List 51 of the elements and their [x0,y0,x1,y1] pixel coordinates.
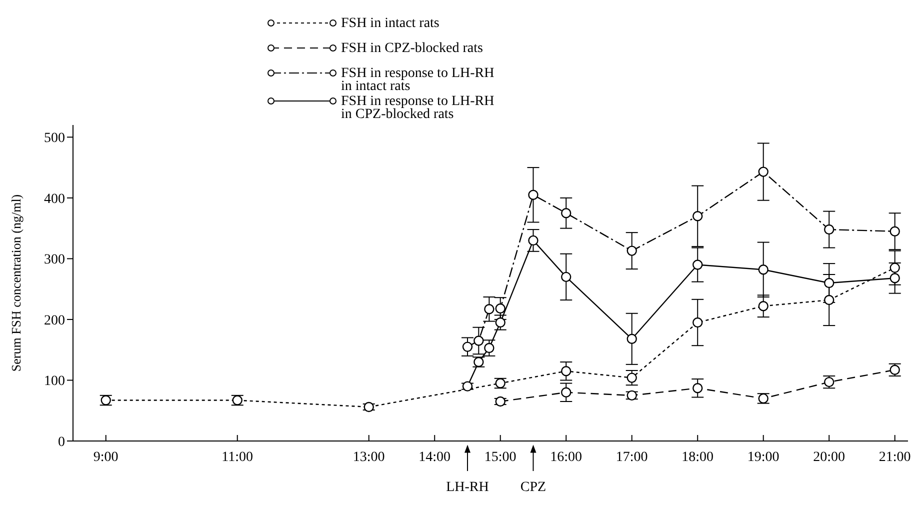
point [528,190,538,200]
point [758,300,768,312]
point [692,260,703,270]
point [890,226,900,236]
ref-line-label: CPZ [520,480,546,495]
y-tick-label: 300 [44,252,65,268]
y-axis-title: Serum FSH concentration (ng/ml) [8,194,24,372]
point [824,224,834,235]
point [824,294,834,306]
x-tick-label: 16:00 [550,450,582,465]
point [890,262,900,273]
x-tick-label: 21:00 [878,450,911,465]
legend-label: FSH in CPZ-blocked rats [341,41,483,56]
y-tick-label: 500 [44,131,65,146]
y-tick-label: 0 [58,434,65,450]
point [561,208,572,218]
x-tick-label: 15:00 [484,450,516,465]
point [758,264,768,275]
point [561,272,572,282]
point [890,273,900,284]
x-tick-label: 9:00 [93,450,118,465]
x-tick-label: 18:00 [682,450,714,465]
point [692,317,703,328]
legend-label: FSH in intact rats [341,16,440,31]
point [692,211,703,222]
point [462,342,473,352]
x-tick-label: 14:00 [418,450,451,465]
point [692,383,703,394]
x-tick-label: 20:00 [813,450,846,465]
point [626,372,637,383]
y-tick-label: 400 [44,192,65,207]
y-tick-label: 100 [44,374,65,390]
point [824,278,834,288]
y-tick-label: 200 [44,313,65,328]
point [561,387,572,398]
x-tick-label: 13:00 [352,450,385,465]
point [484,304,494,314]
point [758,166,768,177]
point [626,334,637,344]
point [495,303,506,314]
point [474,336,484,346]
point [528,235,538,246]
point [484,342,494,354]
x-tick-label: 17:00 [616,450,648,465]
x-tick-label: 19:00 [747,450,780,465]
legend-label: FSH in response to LH-RH in CPZ-blocked rats [341,94,494,122]
point [626,246,637,256]
legend-label: FSH in response to LH-RH in intact rats [341,66,494,94]
ref-line-label: LH-RH [446,480,489,495]
point [561,366,572,376]
x-tick-label: 11:00 [222,450,254,465]
